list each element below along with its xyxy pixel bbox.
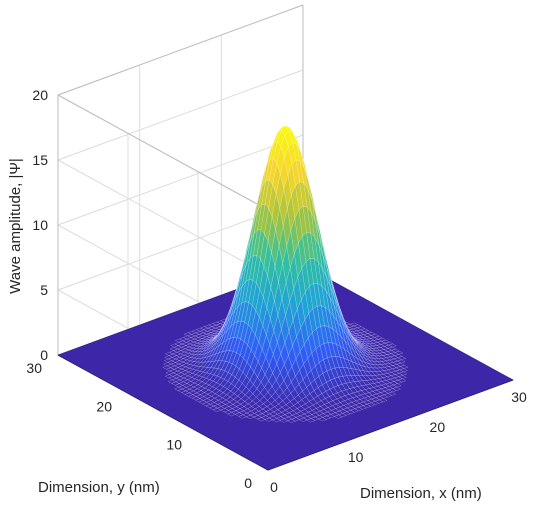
y-tick-label: 10	[166, 437, 182, 453]
surface-patch	[334, 414, 343, 419]
surface-mesh	[162, 125, 409, 423]
surface-patch	[238, 414, 247, 419]
y-tick-label: 30	[26, 360, 42, 376]
z-tick-label: 20	[32, 87, 48, 103]
grid-line-z-back	[57, 69, 304, 161]
grid-line-z-back	[57, 134, 304, 226]
box-edge	[57, 94, 269, 211]
x-tick-label: 10	[348, 449, 364, 465]
z-tick-label: 10	[32, 217, 48, 233]
surface-patch	[227, 412, 236, 417]
x-tick-label: 30	[511, 389, 527, 405]
surface-patch	[257, 417, 266, 422]
x-axis-label: Dimension, x (nm)	[360, 485, 482, 502]
surface-patch	[212, 408, 222, 412]
x-tick-label: 0	[270, 479, 278, 495]
surface-patch	[272, 418, 281, 423]
surface-patch	[299, 417, 308, 422]
box-edge	[57, 4, 304, 96]
grid-line-z-left	[57, 159, 269, 276]
z-tick-label: 0	[40, 347, 48, 363]
y-axis-label: Dimension, y (nm)	[38, 479, 160, 496]
y-tick-label: 20	[96, 398, 112, 414]
surface-patch	[318, 417, 327, 422]
surface-patch	[264, 417, 274, 422]
x-tick-label: 20	[430, 419, 446, 435]
z-tick-label: 15	[32, 152, 48, 168]
z-axis-label: Wave amplitude, |Ψ|	[7, 158, 24, 294]
surface-patch	[246, 414, 255, 419]
surface-patch	[279, 418, 289, 423]
y-tick-label: 0	[244, 475, 252, 491]
z-tick-label: 5	[40, 282, 48, 298]
surface-patch	[306, 418, 316, 423]
surface-patch	[287, 419, 296, 423]
